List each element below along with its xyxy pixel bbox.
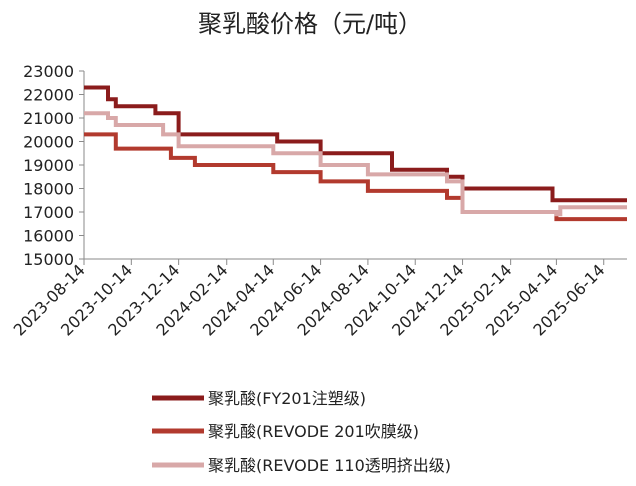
y-tick-label: 16000 [23, 227, 74, 246]
y-tick-label: 15000 [23, 250, 74, 269]
y-tick-label: 18000 [23, 180, 74, 199]
legend-label-2: 聚乳酸(REVODE 201吹膜级) [208, 422, 419, 441]
legend: 聚乳酸(FY201注塑级) 聚乳酸(REVODE 201吹膜级) 聚乳酸(REVOD… [152, 389, 451, 475]
legend-label-3: 聚乳酸(REVODE 110透明挤出级) [208, 456, 451, 475]
y-tick-label: 22000 [23, 86, 74, 105]
y-tick-label: 21000 [23, 109, 74, 128]
x-axis: 2023-08-142023-10-142023-12-142024-02-14… [10, 258, 627, 340]
series-lines [84, 85, 627, 222]
series-line-3 [84, 111, 627, 217]
series-line-2 [84, 132, 627, 222]
y-axis: 15000 16000 17000 18000 19000 20000 21000 22000… [23, 62, 85, 269]
y-tick-label: 23000 [23, 62, 74, 81]
y-tick-label: 19000 [23, 156, 74, 175]
chart-title: 聚乳酸价格（元/吨） [198, 10, 422, 38]
legend-label-1: 聚乳酸(FY201注塑级) [208, 389, 366, 408]
y-tick-label: 20000 [23, 133, 74, 152]
y-tick-label: 17000 [23, 203, 74, 222]
